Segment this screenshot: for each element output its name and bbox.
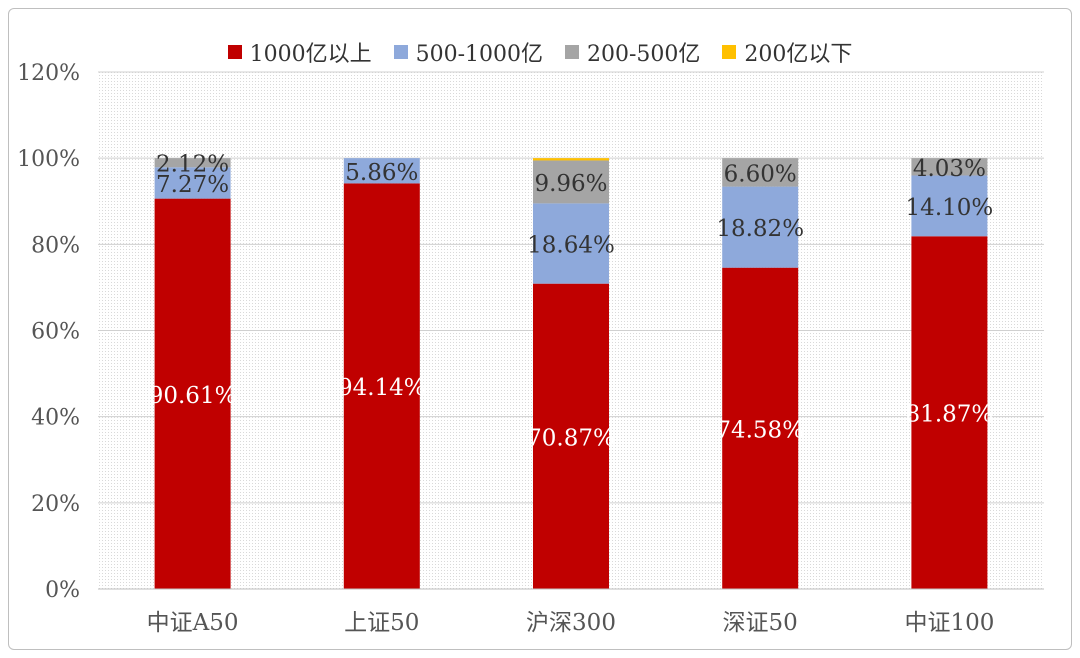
x-tick-label: 深证50: [723, 610, 798, 636]
data-label: 18.82%: [716, 216, 804, 242]
legend-swatch: [565, 45, 579, 59]
data-label: 5.86%: [345, 160, 418, 186]
data-label: 90.61%: [149, 383, 237, 409]
bar-segment: [343, 158, 420, 184]
legend-swatch: [393, 45, 408, 59]
data-label: 70.87%: [527, 425, 615, 451]
bar-segment: [343, 183, 420, 589]
legend: 1000亿以上 500-1000亿 200-500亿 200亿以下: [0, 36, 1080, 68]
data-label: 74.58%: [716, 417, 804, 443]
legend-item-under-200yi: 200亿以下: [722, 36, 852, 68]
bar-segment: [154, 198, 231, 589]
y-tick-label: 0%: [45, 578, 80, 603]
bar-segment: [533, 158, 609, 161]
bar-segment: [911, 236, 988, 590]
y-tick-label: 80%: [31, 233, 80, 258]
legend-label: 500-1000亿: [415, 42, 543, 67]
bar-segment: [154, 158, 231, 168]
data-label: 6.60%: [724, 161, 797, 187]
bar-segment: [533, 203, 609, 284]
bar-segment: [722, 267, 799, 589]
y-tick-label: 100%: [17, 147, 80, 172]
bar-segment: [154, 167, 231, 199]
bar-segment: [722, 158, 799, 187]
bar-segment: [722, 186, 799, 268]
bar-segment: [911, 175, 988, 237]
data-label: 14.10%: [906, 195, 994, 221]
data-label: 2.12%: [156, 152, 229, 178]
legend-label: 200亿以下: [744, 42, 853, 67]
y-tick-label: 120%: [17, 61, 80, 86]
x-tick-label: 沪深300: [526, 610, 616, 636]
x-tick-label: 中证A50: [147, 610, 239, 636]
legend-item-500-1000yi: 500-1000亿: [393, 36, 543, 68]
data-label: 4.03%: [913, 156, 986, 182]
legend-label: 200-500亿: [587, 42, 701, 67]
y-tick-label: 20%: [31, 492, 80, 517]
data-label: 18.64%: [527, 233, 615, 259]
data-label: 94.14%: [338, 375, 426, 401]
legend-item-200-500yi: 200-500亿: [565, 36, 700, 68]
data-label: 81.87%: [906, 402, 994, 428]
legend-swatch: [227, 45, 242, 59]
data-label: 7.27%: [156, 172, 229, 198]
x-tick-label: 上证50: [344, 610, 419, 636]
y-tick-label: 40%: [31, 406, 80, 431]
x-tick-label: 中证100: [904, 610, 994, 636]
legend-label: 1000亿以上: [249, 42, 372, 67]
y-tick-label: 60%: [31, 320, 80, 345]
legend-swatch: [722, 45, 737, 59]
bar-segment: [533, 160, 609, 204]
data-label: 9.96%: [534, 171, 607, 197]
bar-segment: [911, 158, 988, 176]
legend-item-1000yi-plus: 1000亿以上: [227, 36, 372, 68]
bar-segment: [533, 283, 609, 589]
